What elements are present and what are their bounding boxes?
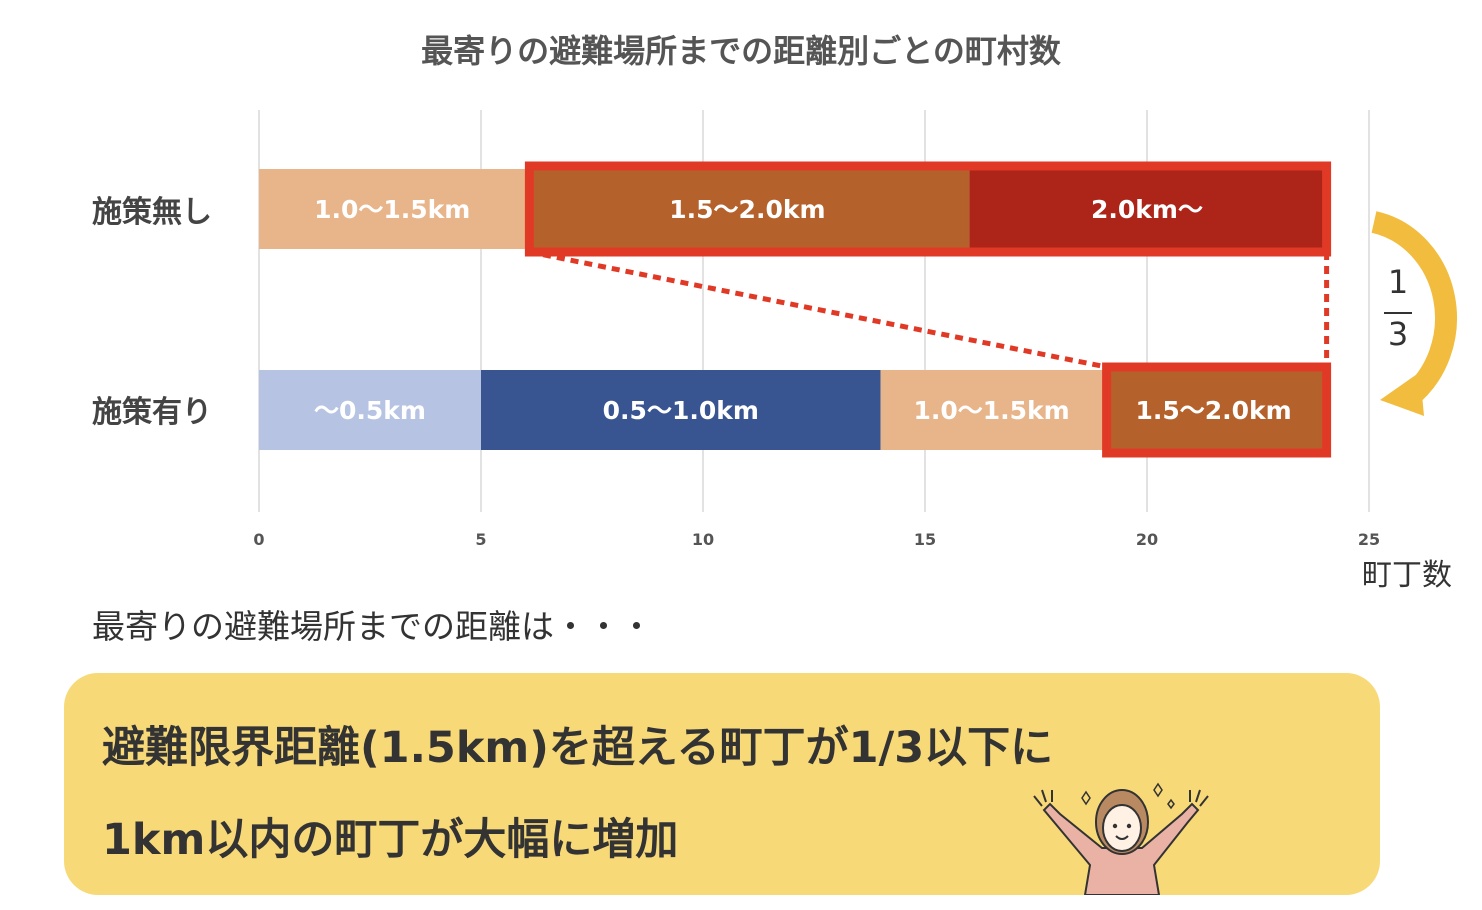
x-tick-label: 15	[913, 530, 937, 549]
segment-label: 0.5〜1.0km	[603, 396, 759, 425]
highlight-frame	[524, 161, 1332, 257]
fraction-numerator: 1	[1387, 263, 1409, 301]
dotted-connector	[528, 249, 1108, 370]
bar-segment	[259, 370, 481, 450]
bar-segment	[259, 169, 526, 249]
conclusion-line-2: 1km以内の町丁が大幅に増加	[102, 815, 679, 865]
segment-label: 1.0〜1.5km	[913, 396, 1069, 425]
segment-label: 1.0〜1.5km	[314, 195, 470, 224]
bar-segment	[880, 370, 1103, 450]
reduction-arrow-icon	[1371, 211, 1457, 416]
bar-segment	[969, 169, 1325, 249]
x-tick-label: 0	[253, 530, 265, 549]
x-tick-label: 25	[1357, 530, 1381, 549]
segment-label: 1.5〜2.0km	[669, 195, 825, 224]
x-tick-label: 10	[691, 530, 715, 549]
cheering-person-illustration	[1033, 782, 1209, 895]
fraction-denominator: 3	[1387, 315, 1409, 353]
bar-segment	[481, 370, 881, 450]
conclusion-line-1: 避難限界距離(1.5km)を超える町丁が1/3以下に	[102, 723, 1054, 773]
lead-text: 最寄りの避難場所までの距離は・・・	[92, 607, 653, 646]
highlight-frame	[1102, 362, 1332, 458]
x-tick-label: 5	[475, 530, 487, 549]
bars	[259, 169, 1325, 450]
bar-segment	[525, 169, 970, 249]
category-label-with-measures: 施策有り	[92, 395, 212, 430]
fraction-bar	[1384, 312, 1412, 314]
x-axis-unit: 町丁数	[1362, 558, 1452, 593]
segment-label: 1.5〜2.0km	[1135, 396, 1291, 425]
stacked-bar-chart: 1.0〜1.5km 1.5〜2.0km 2.0km〜〜0.5km 0.5〜1.0km 1…	[258, 110, 1370, 512]
category-label-no-measures: 施策無し	[92, 195, 212, 230]
x-tick-label: 20	[1135, 530, 1159, 549]
segment-label: 2.0km〜	[1091, 195, 1203, 224]
segment-label: 〜0.5km	[314, 396, 426, 425]
highlight-overlay	[524, 161, 1332, 458]
bar-segment	[1102, 370, 1325, 450]
segment-labels: 1.0〜1.5km 1.5〜2.0km 2.0km〜〜0.5km 0.5〜1.0km 1…	[314, 195, 1292, 425]
chart-title: 最寄りの避難場所までの距離別ごとの町村数	[421, 32, 1061, 70]
